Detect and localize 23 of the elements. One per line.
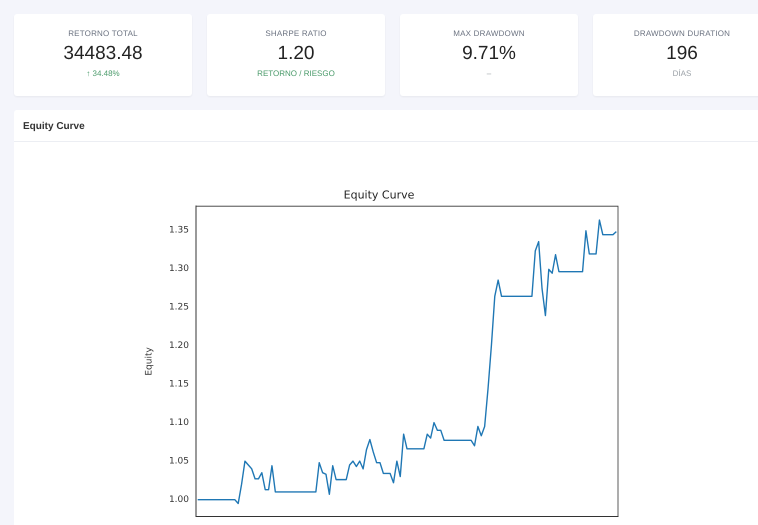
text: DÍAS	[672, 69, 692, 78]
text: SHARPE RATIO	[264, 29, 328, 38]
y-tick-label: 1.15	[168, 379, 189, 390]
text: MAX DRAWDOWN	[452, 29, 526, 38]
text: 1.20	[276, 43, 316, 65]
y-tick-label: 1.00	[168, 495, 190, 505]
y-tick-label: 1.05	[168, 456, 189, 466]
text: Equity Curve	[23, 121, 85, 132]
y-tick-label: 1.25	[168, 302, 189, 312]
y-tick-label: 1.20	[168, 340, 190, 351]
text: RETORNO TOTAL	[67, 29, 139, 38]
y-tick-label: 1.10	[168, 418, 190, 428]
text: DRAWDOWN DURATION	[632, 29, 732, 38]
y-tick-label: 1.30	[168, 264, 190, 274]
text: ↑ 34.48%	[85, 69, 121, 78]
y-axis-title: Equity	[144, 346, 155, 376]
text: 34483.48	[62, 43, 144, 65]
text: RETORNO / RIESGO	[256, 69, 336, 78]
y-tick-label: 1.35	[168, 225, 189, 236]
text: –	[486, 69, 492, 78]
text: 9.71%	[461, 43, 517, 65]
chart-title: Equity Curve	[344, 188, 415, 202]
text: 196	[665, 43, 699, 65]
